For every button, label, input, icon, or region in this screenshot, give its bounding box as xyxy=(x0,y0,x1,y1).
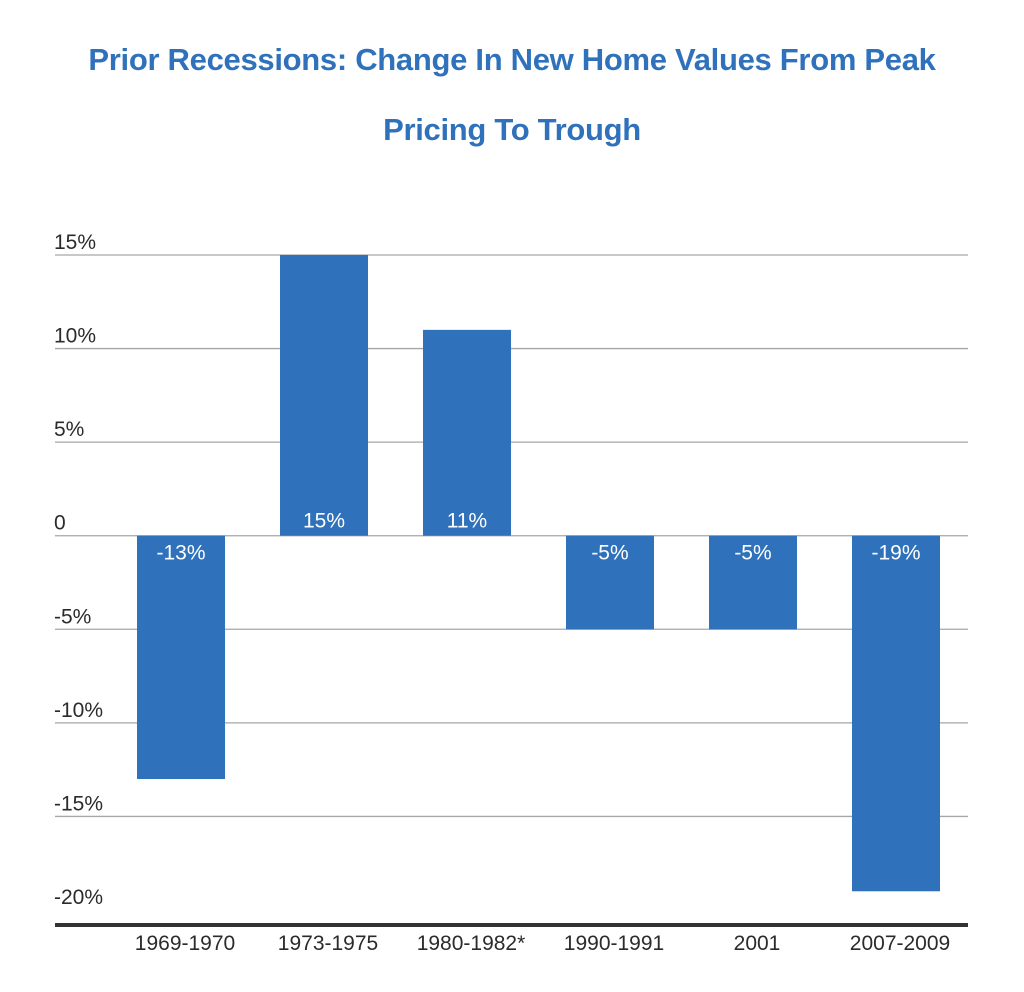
bar xyxy=(709,535,797,630)
bar xyxy=(852,535,940,892)
data-labels: -13% 15% 11% -5% -5% -19% xyxy=(156,510,920,565)
data-label: -5% xyxy=(591,542,628,565)
chart-title-line-1: Prior Recessions: Change In New Home Val… xyxy=(88,42,936,77)
x-category-label: 2001 xyxy=(734,932,781,955)
bar xyxy=(566,535,654,630)
y-tick-label: -5% xyxy=(54,605,91,628)
x-category-label: 1990-1991 xyxy=(564,932,664,955)
y-tick-label: 10% xyxy=(54,325,96,348)
data-label: 15% xyxy=(303,510,345,533)
data-label: -5% xyxy=(734,542,771,565)
data-label: -19% xyxy=(871,542,920,565)
y-tick-label: 0 xyxy=(54,512,66,535)
bar xyxy=(423,329,511,536)
y-tick-label: -10% xyxy=(54,699,103,722)
x-category-label: 2007-2009 xyxy=(850,932,950,955)
y-tick-label: 5% xyxy=(54,418,84,441)
bar xyxy=(280,255,368,536)
y-tick-label: 15% xyxy=(54,231,96,254)
data-label: 11% xyxy=(447,510,487,533)
bars xyxy=(137,255,940,892)
y-tick-label: -20% xyxy=(54,886,103,909)
x-axis-categories: 1969-1970 1973-1975 1980-1982* 1990-1991 200… xyxy=(135,932,950,955)
x-category-label: 1980-1982* xyxy=(417,932,526,955)
data-label: -13% xyxy=(156,542,205,565)
x-category-label: 1969-1970 xyxy=(135,932,235,955)
y-tick-label: -15% xyxy=(54,792,103,815)
y-axis-ticks: 15% 10% 5% 0 -5% -10% -15% -20% xyxy=(54,231,103,909)
chart-title-line-2: Pricing To Trough xyxy=(383,112,641,147)
bar xyxy=(137,535,225,779)
x-category-label: 1973-1975 xyxy=(278,932,378,955)
